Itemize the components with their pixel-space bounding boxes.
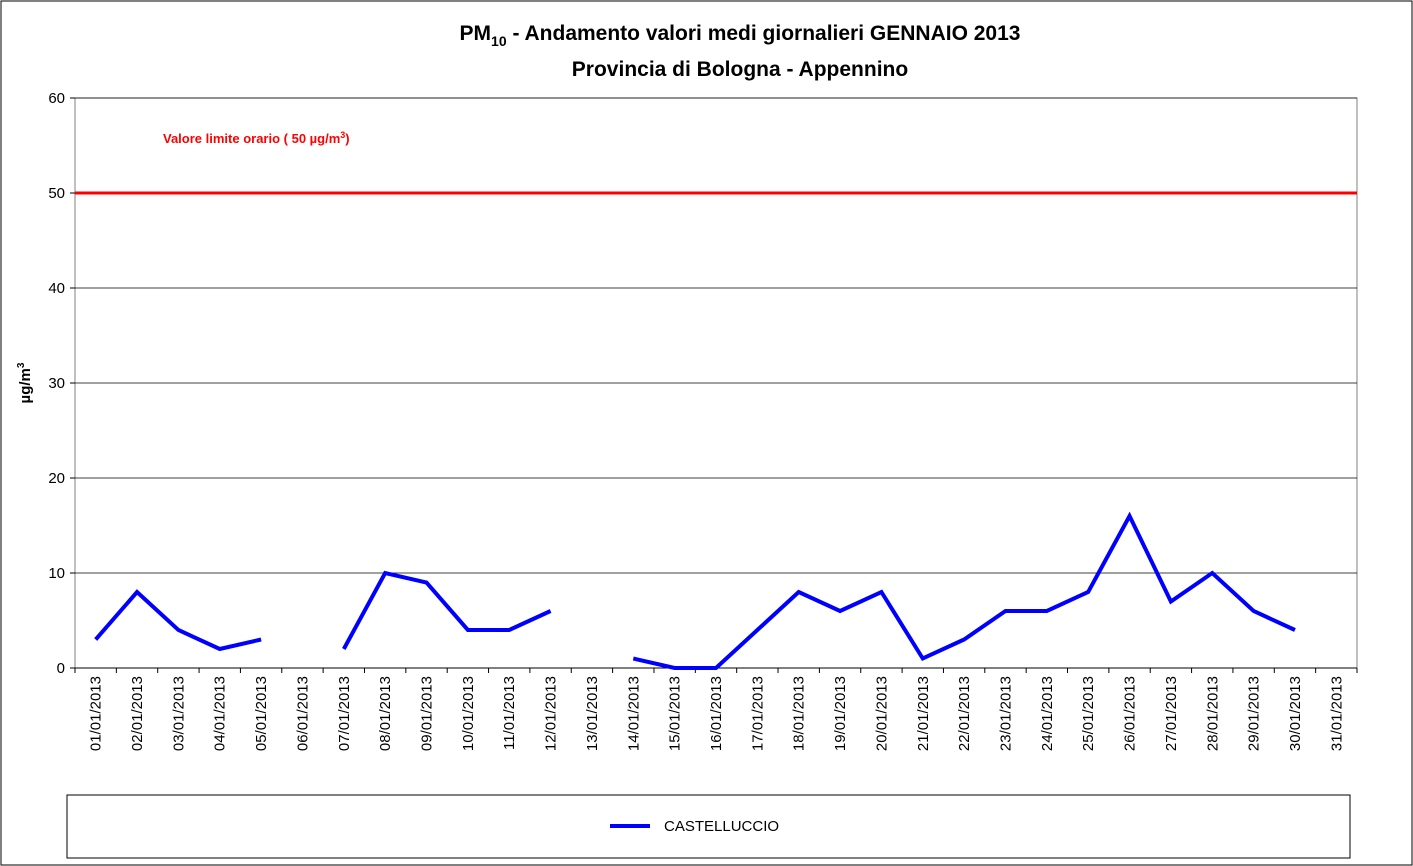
x-tick-label: 24/01/2013 xyxy=(1039,676,1056,751)
x-tick-label: 10/01/2013 xyxy=(460,676,477,751)
x-tick-label: 06/01/2013 xyxy=(294,676,311,751)
x-tick-label: 12/01/2013 xyxy=(543,676,560,751)
x-tick-label: 09/01/2013 xyxy=(419,676,436,751)
y-tick-label: 10 xyxy=(48,565,65,582)
x-tick-label: 16/01/2013 xyxy=(708,676,725,751)
y-tick-label: 60 xyxy=(48,90,65,107)
x-tick-label: 08/01/2013 xyxy=(377,676,394,751)
annotation-part: Valore limite orario ( 50 µg/m xyxy=(163,131,340,146)
y-axis-label: µg/m3 xyxy=(16,362,34,403)
x-tick-label: 19/01/2013 xyxy=(832,676,849,751)
x-tick-label: 31/01/2013 xyxy=(1328,676,1345,751)
x-tick-label: 03/01/2013 xyxy=(170,676,187,751)
x-tick-label: 27/01/2013 xyxy=(1163,676,1180,751)
y-tick-label: 0 xyxy=(57,660,65,677)
x-tick-label: 29/01/2013 xyxy=(1246,676,1263,751)
y-tick-label: 20 xyxy=(48,470,65,487)
x-tick-label: 01/01/2013 xyxy=(88,676,105,751)
y-label-superscript: 3 xyxy=(16,362,27,368)
x-tick-label: 07/01/2013 xyxy=(336,676,353,751)
x-tick-label: 25/01/2013 xyxy=(1080,676,1097,751)
x-tick-label: 11/01/2013 xyxy=(501,676,518,750)
x-tick-label: 15/01/2013 xyxy=(667,676,684,751)
x-tick-label: 02/01/2013 xyxy=(129,676,146,751)
x-tick-label: 20/01/2013 xyxy=(873,676,890,751)
x-tick-label: 05/01/2013 xyxy=(253,676,270,751)
chart-subtitle: Provincia di Bologna - Appennino xyxy=(572,58,908,81)
y-label-part: µg/m xyxy=(17,368,34,403)
x-tick-label: 04/01/2013 xyxy=(212,676,229,751)
x-tick-label: 22/01/2013 xyxy=(956,676,973,751)
x-tick-label: 30/01/2013 xyxy=(1287,676,1304,751)
annotation: Valore limite orario ( 50 µg/m3) xyxy=(163,130,350,146)
x-tick-label: 23/01/2013 xyxy=(997,676,1014,751)
legend-box xyxy=(66,794,1351,859)
y-tick-label: 50 xyxy=(48,185,65,202)
x-tick-label: 17/01/2013 xyxy=(749,676,766,751)
title-part: - Andamento valori medi giornalieri GENN… xyxy=(507,22,1021,45)
title-part: PM xyxy=(460,22,492,45)
series-line xyxy=(94,511,1296,670)
y-tick-label: 40 xyxy=(48,280,65,297)
x-tick-label: 14/01/2013 xyxy=(625,676,642,751)
x-tick-label: 13/01/2013 xyxy=(584,676,601,751)
annotation-superscript: 3 xyxy=(340,130,345,140)
x-tick-label: 26/01/2013 xyxy=(1122,676,1139,751)
y-tick-label: 30 xyxy=(48,375,65,392)
x-tick-label: 18/01/2013 xyxy=(791,676,808,751)
annotation-part: ) xyxy=(345,131,349,146)
x-tick-label: 28/01/2013 xyxy=(1204,676,1221,751)
legend-label: CASTELLUCCIO xyxy=(664,818,779,835)
title-subscript: 10 xyxy=(491,33,507,49)
x-tick-label: 21/01/2013 xyxy=(915,676,932,751)
chart-title: PM10 - Andamento valori medi giornalieri… xyxy=(460,22,1021,49)
